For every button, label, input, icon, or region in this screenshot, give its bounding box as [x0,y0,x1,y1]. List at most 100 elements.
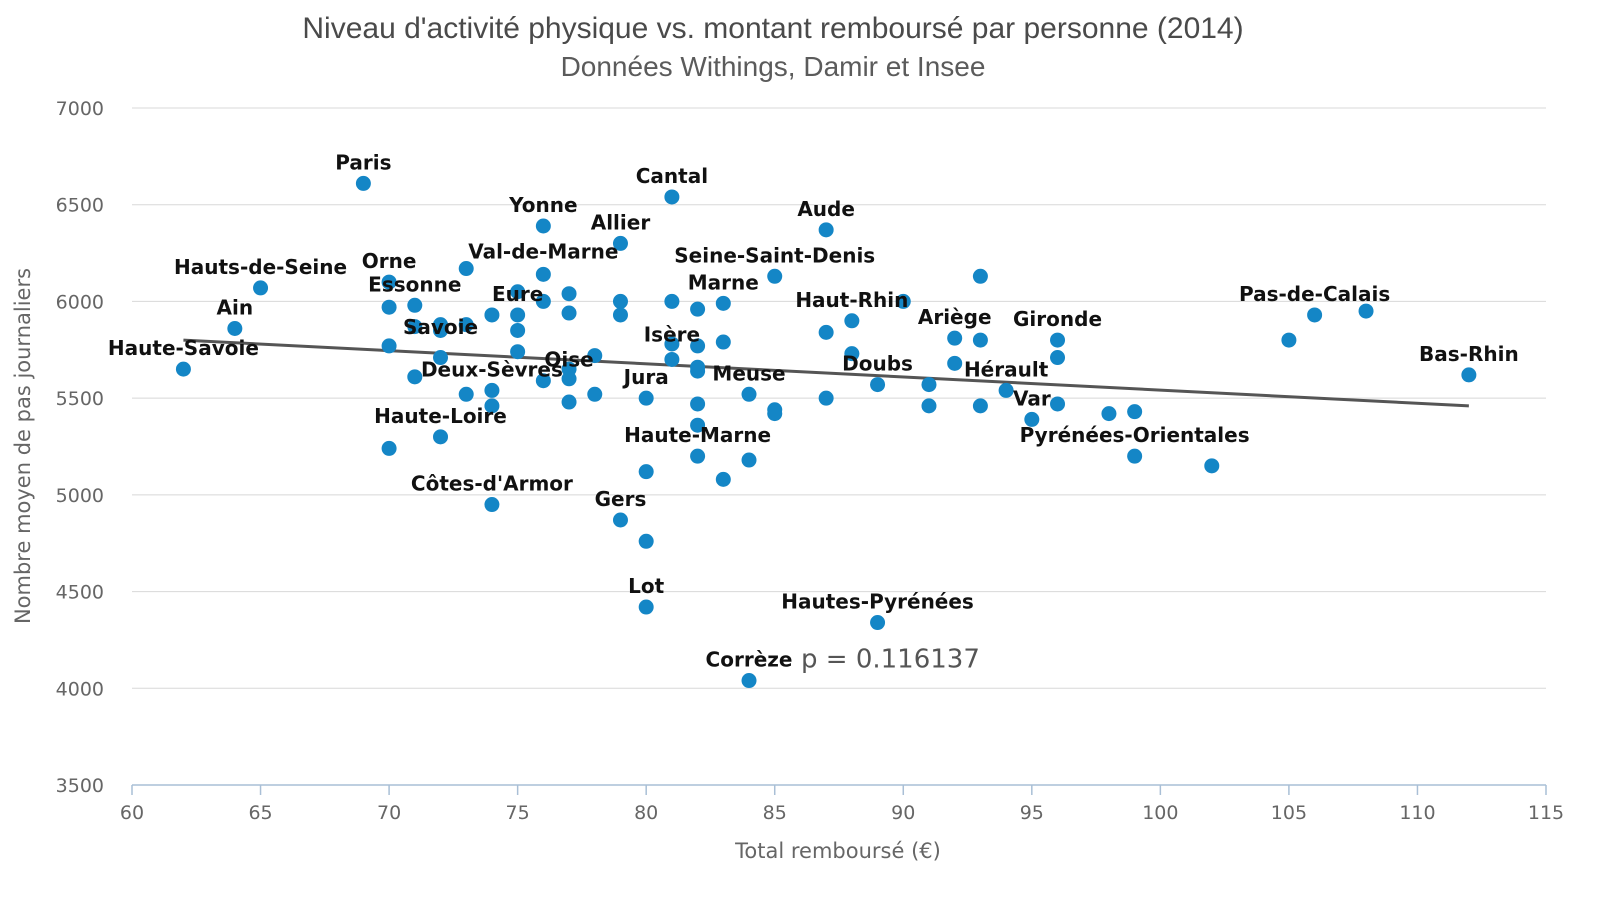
point-label: Ariège [918,305,992,329]
axes: 3500 4000 4500 5000 5500 6000 6500 7000 60 65 70 75… [56,98,1564,824]
point-label: Allier [591,210,651,234]
data-point [638,390,654,406]
data-point [664,293,680,309]
data-point [458,386,474,402]
data-point [870,377,886,393]
point-label: Orne [362,249,417,273]
data-points [175,175,1477,689]
trend-line [183,338,1469,408]
data-point [715,295,731,311]
point-label: Marne [688,270,759,294]
data-point [690,363,706,379]
data-point [818,324,834,340]
data-point [870,615,886,631]
point-label: Yonne [508,193,577,217]
data-point [535,266,551,282]
x-tick-label: 115 [1528,802,1564,824]
data-point [1461,367,1477,383]
data-point [921,377,937,393]
data-point [947,330,963,346]
data-point [638,533,654,549]
data-point [1307,307,1323,323]
point-label: Eure [492,282,543,306]
data-point [458,317,474,333]
y-tick-label: 4500 [56,582,104,604]
data-point [612,235,628,251]
data-point [741,673,757,689]
point-label: Seine-Saint-Denis [674,243,875,267]
point-label: Haute-Savoie [108,336,259,360]
point-label: Paris [335,150,391,174]
data-point [433,322,449,338]
gridlines [132,107,1546,689]
point-label: Aude [797,197,855,221]
data-point [972,398,988,414]
data-point [664,336,680,352]
data-point [741,386,757,402]
point-label: Meuse [712,361,785,385]
point-label: Oise [544,348,593,372]
data-point [612,512,628,528]
data-point [510,344,526,360]
data-point [510,307,526,323]
x-tick-label: 100 [1142,802,1178,824]
data-point [1101,406,1117,422]
data-point [587,348,603,364]
data-point [407,297,423,313]
point-label: Hauts-de-Seine [174,255,347,279]
x-tick-label: 110 [1399,802,1435,824]
data-point [612,293,628,309]
data-point [484,382,500,398]
point-label: Hautes-Pyrénées [781,590,974,614]
chart-title: Niveau d'activité physique vs. montant r… [302,12,1243,45]
point-label: Jura [622,365,669,389]
x-axis-title: Total remboursé (€) [734,839,941,863]
point-label: Pyrénées-Orientales [1020,423,1250,447]
y-tick-label: 5000 [56,485,104,507]
data-point [690,338,706,354]
data-point [587,386,603,402]
data-point [253,280,269,296]
data-point [1050,396,1066,412]
y-tick-label: 6500 [56,195,104,217]
data-point [1024,411,1040,427]
data-point [1127,404,1143,420]
y-tick-label: 3500 [56,775,104,797]
x-tick-label: 60 [120,802,144,824]
y-tick-label: 7000 [56,98,104,120]
data-point [998,382,1014,398]
data-point [690,417,706,433]
data-point [612,307,628,323]
point-label: Doubs [842,352,913,376]
point-label: Hérault [964,357,1049,381]
point-label: Val-de-Marne [468,239,618,263]
chart-subtitle: Données Withings, Damir et Insee [561,51,986,82]
data-point [1358,303,1374,319]
data-point [818,222,834,238]
data-point [407,369,423,385]
data-point [561,286,577,302]
point-label: Haute-Marne [624,423,771,447]
point-label: Lot [628,574,664,598]
data-point [715,471,731,487]
data-point [535,218,551,234]
data-point [972,268,988,284]
data-point [844,313,860,329]
data-point [535,373,551,389]
y-tick-label: 5500 [56,388,104,410]
data-point [510,322,526,338]
y-tick-label: 6000 [56,291,104,313]
point-label: Corrèze [706,648,793,672]
data-point [690,301,706,317]
point-label: Bas-Rhin [1419,342,1519,366]
data-point [844,346,860,362]
data-point [715,334,731,350]
point-label: Savoie [403,315,478,339]
trendline-group [183,338,1469,408]
point-label: Deux-Sèvres [421,357,563,381]
data-point [484,307,500,323]
data-point [407,319,423,335]
y-axis-title: Nombre moyen de pas journaliers [11,268,35,624]
data-point [664,351,680,367]
